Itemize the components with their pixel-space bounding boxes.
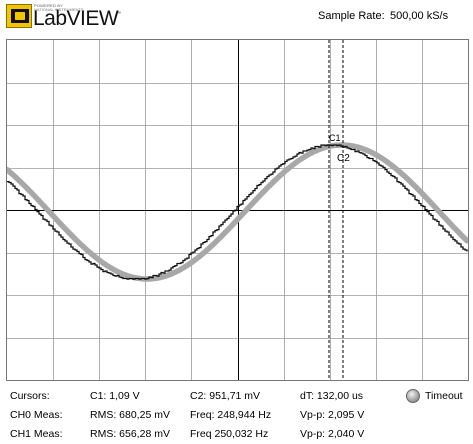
ni-badge-icon [6, 4, 32, 28]
c1-value: C1: 1,09 V [90, 390, 140, 402]
logo-text: LabVIEW [33, 7, 119, 30]
sample-rate-value: 500,00 kS/s [390, 10, 449, 22]
labview-logo: POWERED BY NATIONAL INSTRUMENTS LabVIEW … [6, 2, 121, 32]
cursor-c1-label: C1 [329, 133, 341, 143]
ch0-freq-value: Freq: 248,944 Hz [190, 409, 272, 421]
oscilloscope-graph[interactable]: C1 C2 [6, 39, 469, 381]
cursor-c2-label: C2 [337, 153, 350, 164]
ch0-meas-label: CH0 Meas: [10, 409, 63, 421]
ch0-rms-value: RMS: 680,25 mV [90, 409, 170, 421]
ch0-trace [7, 144, 468, 280]
ch1-trace [7, 142, 468, 282]
timeout-led-icon[interactable] [406, 389, 420, 403]
scope-plot-area[interactable]: C1 C2 [7, 40, 468, 380]
logo-ni-text: NATIONAL INSTRUMENTS [34, 7, 84, 12]
logo-powered-by: POWERED BY [34, 3, 64, 8]
cursors-label: Cursors: [10, 390, 50, 402]
dt-value: dT: 132,00 us [300, 390, 364, 402]
ch0-vpp-value: Vp-p: 2,095 V [300, 409, 365, 421]
logo-trademark: ™ [116, 11, 121, 17]
header: POWERED BY NATIONAL INSTRUMENTS LabVIEW … [0, 0, 473, 36]
c2-value: C2: 951,71 mV [190, 390, 261, 402]
ch1-meas-label: CH1 Meas: [10, 428, 63, 440]
ch1-rms-value: RMS: 656,28 mV [90, 428, 170, 440]
ch1-freq-value: Freq 250,032 Hz [190, 428, 269, 440]
sample-rate-label: Sample Rate: [318, 10, 385, 22]
ch1-vpp-value: Vp-p: 2,040 V [300, 428, 365, 440]
timeout-label: Timeout [425, 390, 463, 402]
